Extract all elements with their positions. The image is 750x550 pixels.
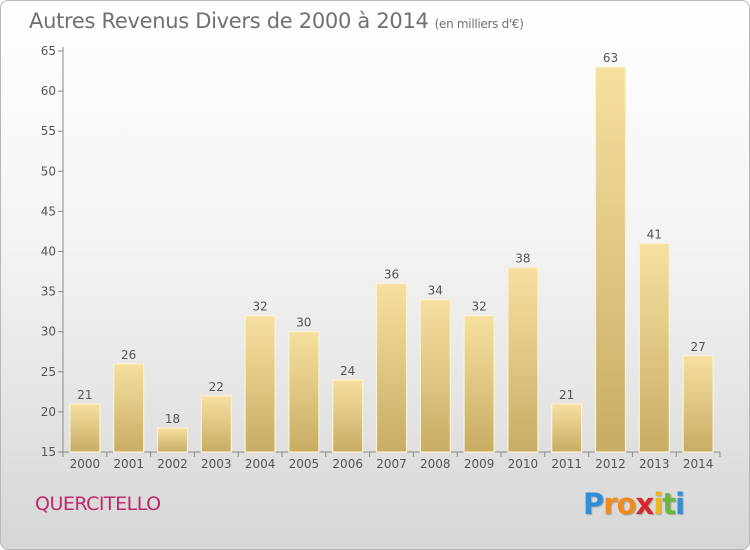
y-tick-label: 25 <box>41 365 56 379</box>
bar-value-label: 21 <box>559 388 574 402</box>
x-tick-label: 2009 <box>464 457 495 471</box>
bar-value-label: 32 <box>471 300 486 314</box>
bar-2009 <box>463 315 495 453</box>
x-tick-label: 2012 <box>595 457 626 471</box>
y-tick-label: 20 <box>41 405 56 419</box>
x-tick-label: 2006 <box>332 457 363 471</box>
y-tick-label: 15 <box>41 445 56 459</box>
y-tick-label: 30 <box>41 325 56 339</box>
x-tick-label: 2005 <box>289 457 320 471</box>
bar-2002 <box>156 427 189 453</box>
x-tick-label: 2004 <box>245 457 276 471</box>
bar-2011 <box>551 403 583 453</box>
y-tick-label: 35 <box>41 285 56 299</box>
bar-value-label: 26 <box>121 348 136 362</box>
x-tick-label: 2008 <box>420 457 451 471</box>
logo-letter: i <box>653 487 663 521</box>
logo-letter: i <box>675 487 685 521</box>
bar-value-label: 41 <box>647 227 662 241</box>
bar-value-label: 34 <box>428 284 443 298</box>
x-tick-label: 2011 <box>551 457 582 471</box>
y-tick-label: 50 <box>41 164 56 178</box>
x-tick-label: 2002 <box>157 457 188 471</box>
bar-2007 <box>375 282 408 453</box>
bar-2012 <box>594 66 627 453</box>
bar-value-label: 38 <box>515 252 530 266</box>
bar-value-label: 63 <box>603 51 618 65</box>
logo-letter: o <box>616 487 637 521</box>
chart-subtitle: (en milliers d'€) <box>434 17 524 31</box>
logo-letter: x <box>635 487 655 521</box>
bar-value-label: 27 <box>690 340 705 354</box>
bar-value-label: 30 <box>296 316 311 330</box>
chart-title-text: Autres Revenus Divers de 2000 à 2014 <box>29 9 429 33</box>
y-tick-label: 40 <box>41 245 56 259</box>
x-tick-label: 2003 <box>201 457 232 471</box>
x-tick-label: 2000 <box>70 457 101 471</box>
bar-value-label: 21 <box>77 388 92 402</box>
y-tick-label: 65 <box>41 44 56 58</box>
bar-2006 <box>332 379 364 453</box>
logo-letter: t <box>662 487 676 521</box>
x-tick-label: 2010 <box>508 457 539 471</box>
x-tick-label: 2013 <box>639 457 670 471</box>
chart-axes: 15 20 25 30 35 40 45 50 55 60 65 <box>41 44 721 459</box>
y-tick-label: 45 <box>41 204 56 218</box>
bar-value-label: 18 <box>165 412 180 426</box>
bar-value-label: 32 <box>252 300 267 314</box>
chart-title: Autres Revenus Divers de 2000 à 2014 (en … <box>29 9 524 33</box>
bar-value-label: 24 <box>340 364 355 378</box>
bar-series <box>69 66 714 453</box>
bar-2001 <box>113 363 145 453</box>
commune-name: QUERCITELLO <box>35 493 161 515</box>
bar-2014 <box>682 355 714 453</box>
bar-2010 <box>507 266 539 453</box>
bar-2003 <box>200 395 232 453</box>
bar-2005 <box>288 331 320 453</box>
y-tick-label: 55 <box>41 124 56 138</box>
bar-value-label: 36 <box>384 268 399 282</box>
y-tick-label: 60 <box>41 84 56 98</box>
proxiti-logo: Proxiti <box>583 487 685 521</box>
bar-2004 <box>244 315 276 453</box>
x-tick-label: 2014 <box>683 457 714 471</box>
bar-2000 <box>69 403 101 453</box>
logo-letter: P <box>583 487 604 521</box>
bar-2008 <box>419 299 451 453</box>
logo-letter: r <box>603 487 617 521</box>
x-tick-label: 2007 <box>376 457 407 471</box>
bar-2013 <box>638 242 670 453</box>
data-labels: 21 2000 26 2001 18 2002 22 2003 32 2004 30 2005 24 20… <box>70 51 714 471</box>
x-tick-label: 2001 <box>113 457 144 471</box>
bar-value-label: 22 <box>209 380 224 394</box>
